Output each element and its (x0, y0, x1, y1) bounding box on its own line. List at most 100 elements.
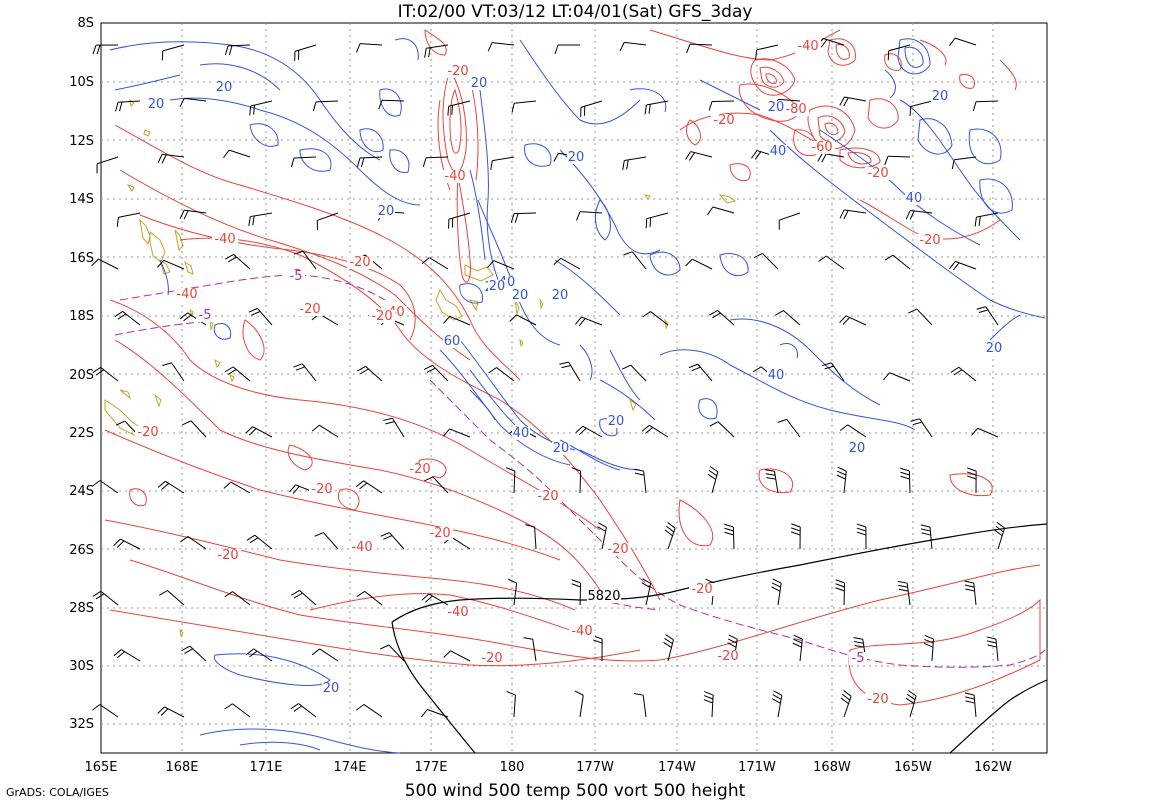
contour-label-blue: 20 (568, 150, 585, 165)
wind-barb (685, 258, 713, 270)
contour-label-bg (605, 543, 631, 556)
wind-barb (703, 691, 714, 718)
contour-label-bg (196, 309, 214, 322)
contour-label-red: -20 (349, 255, 370, 270)
contour-label-red: -20 (429, 526, 450, 541)
latitude-label: 20S (69, 368, 94, 383)
wind-barb (443, 315, 471, 326)
wind-barb (356, 590, 383, 606)
wind-barb (92, 480, 119, 494)
contour-label-bg (569, 625, 595, 638)
contour-label-red: -40 (444, 169, 465, 184)
wind-barb (724, 523, 735, 550)
contour-label-red: -20 (371, 309, 392, 324)
wind-barb (383, 417, 405, 438)
contour-label-red: -20 (409, 462, 430, 477)
wind-barb (157, 153, 185, 164)
longitude-label: 162W (974, 760, 1012, 775)
longitude-label: 177E (414, 760, 447, 775)
latitude-label: 12S (69, 134, 94, 149)
latitude-label: 32S (69, 717, 94, 732)
wind-barb (294, 44, 317, 61)
contour-label-red: -20 (537, 489, 558, 504)
contour-label-bg (445, 65, 471, 78)
longitude-label: 165E (84, 760, 117, 775)
wind-barb (839, 424, 867, 438)
contour-label-red: -20 (713, 113, 734, 128)
contour-label-bg (212, 233, 238, 246)
wind-barb (290, 703, 317, 718)
contour-label-blue: 40 (768, 368, 785, 383)
contour-label-bg (917, 234, 943, 247)
wind-barb (950, 366, 977, 382)
wind-barb (994, 522, 1006, 550)
wind-barb (380, 532, 405, 550)
contour-label-red: -20 (919, 233, 940, 248)
wind-barb (507, 578, 518, 606)
wind-barb (951, 156, 977, 170)
wind-barb (180, 536, 207, 550)
wind-barb (179, 209, 207, 220)
wind-barb (506, 691, 516, 718)
wind-barb (224, 591, 251, 606)
contour-label-bg (407, 463, 433, 476)
map-title: IT:02/00 VT:03/12 LT:04/01(Sat) GFS_3day (398, 2, 753, 22)
contour-label-bg (442, 170, 468, 183)
wind-barb (909, 100, 933, 117)
wind-barb (291, 590, 317, 606)
wind-barb (311, 648, 339, 662)
wind-barb (248, 308, 273, 326)
contour-label-red: -20 (691, 582, 712, 597)
wind-barb (91, 704, 119, 718)
contour-label-bg (470, 77, 488, 90)
contour-label-bg (809, 141, 835, 154)
wind-barb (778, 212, 801, 230)
contour-label-bg (135, 426, 161, 439)
contour-label-blue: 40 (906, 191, 923, 206)
wind-barb (580, 100, 603, 117)
wind-barb (316, 212, 339, 230)
contour-label-bg (322, 682, 340, 695)
contour-label-bg (174, 288, 200, 301)
wind-barb (91, 258, 119, 270)
wind-barb (633, 692, 647, 718)
contour-label-bg (607, 415, 625, 428)
wind-barb (248, 212, 273, 227)
wind-barb (161, 44, 185, 61)
wind-barb (623, 251, 647, 270)
contour-label-bg (347, 256, 373, 269)
wind-barb (424, 44, 449, 58)
wind-barb (887, 44, 911, 61)
contour-label-bg (287, 270, 305, 283)
contour-label-bg (479, 652, 505, 665)
wind-barb (113, 649, 141, 662)
wind-barb (708, 100, 735, 111)
contour-label-bg (349, 541, 375, 554)
wind-barb (421, 257, 449, 270)
wind-barb (421, 593, 449, 606)
wind-barb (971, 427, 999, 438)
wind-barb (96, 156, 119, 174)
wind-barb (157, 259, 185, 270)
contour-label-red: -40 (351, 540, 372, 555)
contour-label-bg (865, 693, 891, 706)
wind-barb (964, 580, 977, 606)
wind-barb (443, 650, 471, 662)
wind-barb (157, 480, 185, 494)
contour-label-blue: 20 (552, 288, 569, 303)
contour-label-bg (512, 427, 530, 440)
wind-barb (709, 309, 735, 326)
wind-barb (897, 580, 911, 606)
wind-barb (523, 637, 537, 662)
contour-label-blue: 40 (513, 426, 530, 441)
wind-barb (224, 366, 251, 382)
wind-barb (634, 468, 647, 494)
wind-barb (223, 481, 251, 494)
latitude-label: 30S (69, 659, 94, 674)
contour-label-bg (931, 90, 949, 103)
contour-label-bg (369, 310, 395, 323)
wind-barb (92, 44, 119, 55)
wind-barb (905, 690, 917, 718)
wind-barb (290, 156, 317, 168)
red-contours (104, 29, 1041, 706)
